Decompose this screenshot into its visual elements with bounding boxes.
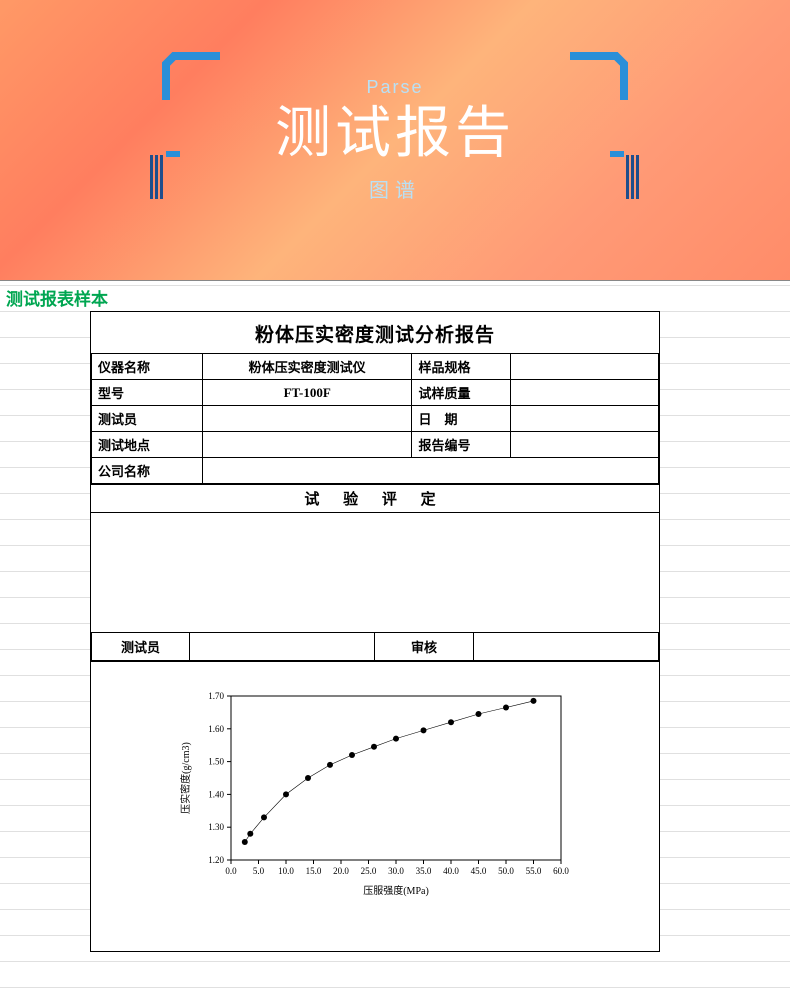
svg-text:45.0: 45.0 — [471, 866, 487, 876]
svg-text:25.0: 25.0 — [361, 866, 377, 876]
info-value: FT-100F — [202, 380, 412, 406]
svg-text:5.0: 5.0 — [253, 866, 265, 876]
svg-text:1.30: 1.30 — [208, 822, 224, 832]
sig-review-value — [473, 633, 658, 661]
svg-text:35.0: 35.0 — [416, 866, 432, 876]
svg-text:30.0: 30.0 — [388, 866, 404, 876]
svg-text:15.0: 15.0 — [306, 866, 322, 876]
sub-title: 图谱 — [369, 174, 421, 203]
evaluation-body — [91, 512, 659, 632]
evaluation-header: 试 验 评 定 — [91, 484, 659, 512]
info-label: 测试员 — [92, 406, 203, 432]
header-banner: Parse 测试报告 图谱 — [0, 0, 790, 280]
info-label: 样品规格 — [412, 354, 511, 380]
svg-text:10.0: 10.0 — [278, 866, 294, 876]
svg-text:压实密度(g/cm3): 压实密度(g/cm3) — [179, 742, 192, 814]
info-row: 仪器名称粉体压实密度测试仪样品规格 — [92, 354, 659, 380]
sig-tester-value — [190, 633, 375, 661]
info-value — [511, 380, 659, 406]
accent-bars-right — [626, 155, 640, 199]
bracket-left — [160, 50, 230, 165]
info-value — [511, 406, 659, 432]
main-title: 测试报告 — [275, 102, 515, 164]
svg-text:60.0: 60.0 — [553, 866, 569, 876]
svg-text:1.50: 1.50 — [208, 757, 224, 767]
info-value — [202, 432, 412, 458]
svg-text:1.60: 1.60 — [208, 724, 224, 734]
sig-tester-label: 测试员 — [92, 633, 190, 661]
info-label: 试样质量 — [412, 380, 511, 406]
info-value: 粉体压实密度测试仪 — [202, 354, 412, 380]
parse-label: Parse — [366, 77, 423, 98]
spreadsheet-area: 测试报表样本 粉体压实密度测试分析报告 仪器名称粉体压实密度测试仪样品规格型号F… — [0, 280, 790, 995]
sample-label: 测试报表样本 — [6, 285, 108, 310]
info-value — [511, 432, 659, 458]
density-chart: 0.0 5.0 10.0 15.0 20.0 25.0 30.0 35.0 40.0 45.0 50… — [175, 682, 575, 902]
report-info-table: 仪器名称粉体压实密度测试仪样品规格型号FT-100F试样质量测试员日 期测试地点… — [91, 353, 659, 484]
info-row: 测试地点 报告编号 — [92, 432, 659, 458]
report-document: 粉体压实密度测试分析报告 仪器名称粉体压实密度测试仪样品规格型号FT-100F试… — [90, 311, 660, 952]
info-value — [202, 458, 658, 484]
svg-text:50.0: 50.0 — [498, 866, 514, 876]
sig-review-label: 审核 — [375, 633, 473, 661]
info-label: 日 期 — [412, 406, 511, 432]
svg-text:40.0: 40.0 — [443, 866, 459, 876]
info-row: 公司名称 — [92, 458, 659, 484]
signature-table: 测试员 审核 — [91, 632, 659, 661]
svg-text:1.20: 1.20 — [208, 855, 224, 865]
info-value — [202, 406, 412, 432]
info-row: 测试员 日 期 — [92, 406, 659, 432]
svg-text:55.0: 55.0 — [526, 866, 542, 876]
info-row: 型号FT-100F试样质量 — [92, 380, 659, 406]
svg-text:20.0: 20.0 — [333, 866, 349, 876]
chart-container: 0.0 5.0 10.0 15.0 20.0 25.0 30.0 35.0 40.0 45.0 50… — [91, 661, 659, 951]
bracket-right — [560, 50, 630, 165]
info-label: 报告编号 — [412, 432, 511, 458]
info-value — [511, 354, 659, 380]
svg-text:1.40: 1.40 — [208, 789, 224, 799]
report-title: 粉体压实密度测试分析报告 — [91, 312, 659, 353]
svg-text:0.0: 0.0 — [225, 866, 237, 876]
info-label: 测试地点 — [92, 432, 203, 458]
svg-text:压服强度(MPa): 压服强度(MPa) — [363, 884, 429, 897]
svg-text:1.70: 1.70 — [208, 691, 224, 701]
accent-bars-left — [150, 155, 164, 199]
info-label: 型号 — [92, 380, 203, 406]
info-label: 仪器名称 — [92, 354, 203, 380]
info-label: 公司名称 — [92, 458, 203, 484]
